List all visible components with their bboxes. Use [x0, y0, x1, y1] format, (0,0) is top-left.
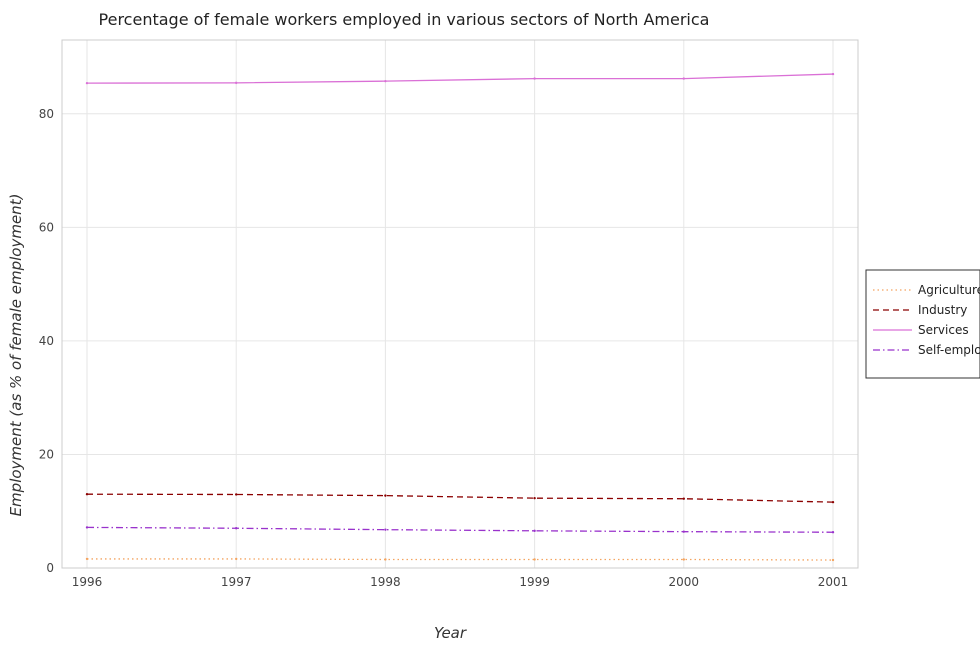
- data-point: [85, 492, 89, 496]
- data-point: [831, 531, 835, 534]
- data-point: [384, 528, 387, 531]
- x-tick-label: 1999: [519, 575, 550, 589]
- x-tick-label: 2001: [818, 575, 849, 589]
- data-point: [85, 526, 89, 529]
- data-point: [682, 530, 685, 533]
- y-axis-label: Employment (as % of female employment): [7, 194, 25, 517]
- y-tick-label: 40: [39, 334, 54, 348]
- data-point: [831, 500, 835, 504]
- x-tick-label: 2000: [669, 575, 700, 589]
- series-lines: [85, 72, 835, 562]
- data-point: [384, 494, 387, 497]
- x-axis-ticks: 1996 1997 1998 1999 2000 2001: [72, 575, 849, 589]
- y-tick-label: 0: [46, 561, 54, 575]
- data-point: [85, 557, 89, 561]
- data-point: [831, 72, 835, 76]
- data-point: [235, 557, 238, 561]
- y-tick-label: 20: [39, 447, 54, 461]
- legend-box: [865, 269, 980, 379]
- legend-label: Industry: [918, 303, 967, 317]
- data-point: [235, 81, 238, 85]
- x-tick-label: 1996: [72, 575, 103, 589]
- legend-label: Self-employed: [918, 343, 980, 357]
- data-point: [533, 558, 536, 561]
- data-point: [235, 493, 238, 496]
- data-point: [533, 529, 536, 533]
- x-tick-label: 1998: [370, 575, 401, 589]
- chart-title: Percentage of female workers employed in…: [99, 10, 710, 29]
- data-point: [384, 558, 387, 561]
- y-tick-label: 60: [39, 220, 54, 234]
- data-point: [85, 81, 89, 85]
- data-point: [235, 527, 238, 530]
- data-point: [831, 558, 835, 562]
- series-line-agriculture: [87, 558, 834, 561]
- data-point: [533, 496, 536, 500]
- y-axis-ticks: 0 20 40 60 80: [39, 107, 54, 575]
- y-tick-label: 80: [39, 107, 54, 121]
- series-line-services: [86, 73, 834, 84]
- legend-label: Agriculture: [918, 283, 980, 297]
- series-line-industry: [86, 493, 834, 503]
- legend: Agriculture Industry Services Self-employed: [865, 269, 980, 379]
- data-point: [533, 77, 536, 80]
- data-point: [682, 497, 685, 500]
- grid: [62, 40, 858, 569]
- data-point: [682, 77, 685, 80]
- data-point: [682, 558, 685, 561]
- x-tick-label: 1997: [221, 575, 252, 589]
- data-point: [384, 79, 387, 83]
- series-line-self-employed: [86, 526, 834, 533]
- x-axis-label: Year: [434, 624, 467, 642]
- plot-area: [61, 39, 859, 569]
- legend-label: Services: [918, 323, 969, 337]
